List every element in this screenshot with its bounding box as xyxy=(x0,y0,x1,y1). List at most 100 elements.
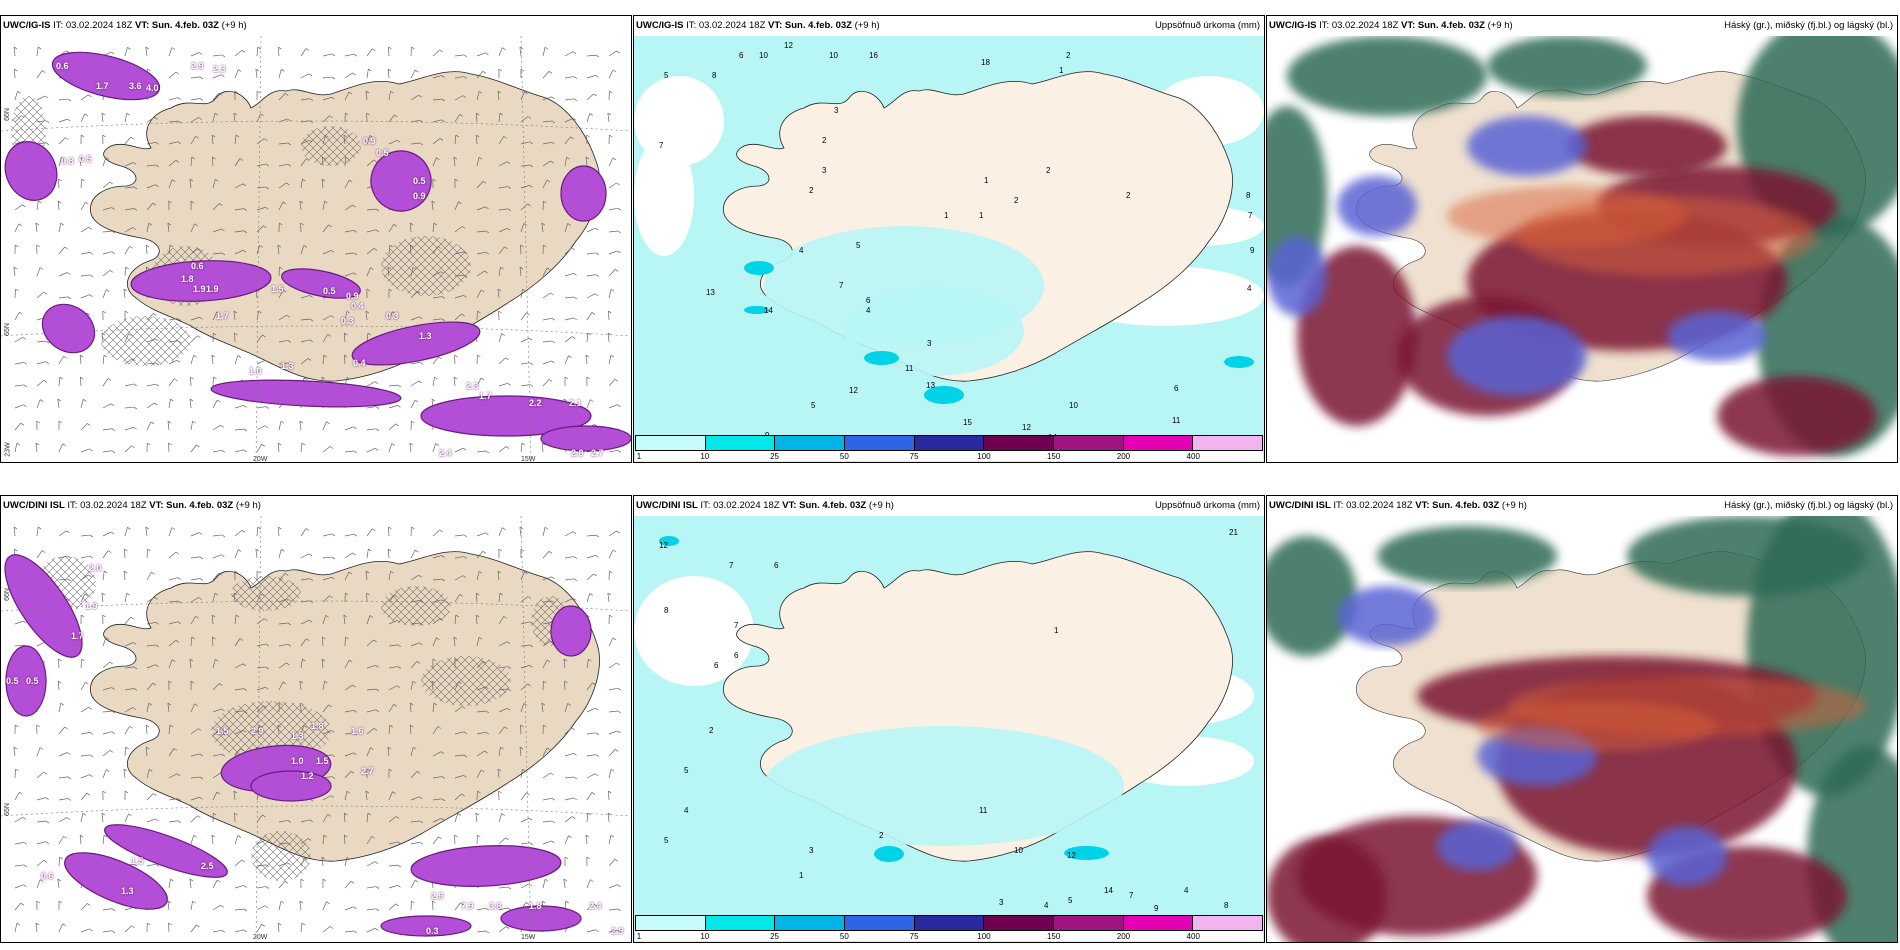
colorbar-swatch xyxy=(775,916,846,930)
value-label: 12 xyxy=(784,41,793,50)
value-label: 2 xyxy=(879,831,884,840)
heavier-precip xyxy=(1064,846,1109,860)
graticule-label: 15W xyxy=(521,456,536,462)
value-label: 1.3 xyxy=(281,361,294,371)
graticule xyxy=(1,36,631,462)
colorbar-tick-label: 10 xyxy=(700,932,710,941)
value-label: 7 xyxy=(659,141,664,150)
value-label: 6 xyxy=(866,296,871,305)
value-label: 1 xyxy=(984,176,989,185)
value-label: 0.5 xyxy=(376,148,389,158)
colorbar-swatch xyxy=(984,436,1055,450)
high-cloud xyxy=(1487,36,1647,96)
heavier-precip xyxy=(1224,356,1254,368)
value-label: 2 xyxy=(1126,191,1131,200)
it-value: 03.02.2024 18Z xyxy=(65,20,133,31)
it-label: IT: xyxy=(1319,20,1330,31)
value-label: 0.4 xyxy=(351,301,364,311)
value-label: 1.5 xyxy=(131,856,144,866)
panel-header: UWC/DINI ISL IT: 03.02.2024 18Z VT: Sun.… xyxy=(1267,496,1897,516)
map-area xyxy=(1267,36,1897,462)
value-label: 1.5 xyxy=(316,756,329,766)
graticule-label: 23W xyxy=(4,442,12,457)
precip-over-land xyxy=(764,726,1124,846)
value-label: 1.3 xyxy=(121,886,134,896)
colorbar-labels: 1 10 25 50 75 100 150 200 400 xyxy=(635,452,1263,461)
lead-time: (+9 h) xyxy=(1501,500,1527,511)
mid-cloud xyxy=(1297,246,1417,426)
value-label: 6 xyxy=(1174,384,1179,393)
precip-area xyxy=(380,915,472,937)
graticule-label: 66N xyxy=(3,108,11,121)
mid-cloud xyxy=(1267,836,1387,942)
field-title: Háský (gr.), miðský (fj.bl.) og lágský (… xyxy=(1724,20,1893,31)
colorbar-tick-label: 150 xyxy=(1046,452,1061,461)
value-label: 18 xyxy=(981,58,990,67)
colorbar-swatch xyxy=(845,436,915,450)
value-label: 0.5 xyxy=(413,176,426,186)
map-area xyxy=(1267,516,1897,942)
lead-time: (+9 h) xyxy=(868,500,894,511)
value-label: 11 xyxy=(905,364,914,373)
value-label: 3 xyxy=(809,846,814,855)
vt-label: VT: xyxy=(1401,20,1416,31)
graticule-label: 20W xyxy=(253,456,268,462)
value-label: 6 xyxy=(734,651,739,660)
colorbar-tick-label: 10 xyxy=(700,452,710,461)
value-label: 5 xyxy=(1068,896,1073,905)
model-name: UWC/DINI ISL xyxy=(3,500,65,511)
value-label: 2.0 xyxy=(89,563,102,573)
value-label: 4 xyxy=(1247,284,1252,293)
no-precip-area xyxy=(634,136,694,256)
value-label: 0.8 xyxy=(61,156,74,166)
value-label: 1.7 xyxy=(96,81,109,91)
value-label: 12 xyxy=(1022,423,1031,432)
value-label: 4 xyxy=(1044,901,1049,910)
value-label: 1.8 xyxy=(311,721,324,731)
vt-value: Sun. 4.feb. 03Z xyxy=(799,500,867,511)
iceland-landmass xyxy=(90,71,600,382)
colorbar-swatch xyxy=(1123,436,1194,450)
value-label: 2 xyxy=(709,726,714,735)
value-label: 0.3 xyxy=(341,316,354,326)
field-title: Háský (gr.), miðský (fj.bl.) og lágský (… xyxy=(1724,500,1893,511)
precip-area xyxy=(351,321,481,366)
precip-area xyxy=(560,165,607,222)
value-label: 3 xyxy=(834,106,839,115)
precip-area xyxy=(370,150,432,212)
vt-label: VT: xyxy=(782,500,797,511)
value-label: 1.3 xyxy=(291,731,304,741)
value-label: 4.0 xyxy=(146,83,159,93)
hatched-area xyxy=(381,236,471,296)
value-label: 13 xyxy=(926,381,935,390)
value-label: 8 xyxy=(712,71,717,80)
graticule xyxy=(1,516,631,942)
colorbar-swatch xyxy=(705,436,776,450)
value-label: 3 xyxy=(822,166,827,175)
panel-header: UWC/DINI ISL IT: 03.02.2024 18Z VT: Sun.… xyxy=(1,496,631,516)
vt-value: Sun. 4.feb. 03Z xyxy=(1432,500,1500,511)
colorbar-swatch xyxy=(1054,436,1124,450)
colorbar-tick-label: 400 xyxy=(1186,452,1200,461)
it-label: IT: xyxy=(686,20,697,31)
heavier-precip xyxy=(744,306,769,314)
value-label: 8 xyxy=(1246,191,1251,200)
graticule-label: 15W xyxy=(521,934,536,941)
map-svg xyxy=(1,36,631,462)
colorbar-swatch xyxy=(914,916,985,930)
hatched-area xyxy=(421,656,511,706)
vt-value: Sun. 4.feb. 03Z xyxy=(151,20,219,31)
low-cloud xyxy=(1667,311,1767,361)
value-label: 1.6 xyxy=(351,726,364,736)
value-label: 1 xyxy=(1059,66,1064,75)
colorbar-swatch xyxy=(845,916,915,930)
value-label: 10 xyxy=(759,51,768,60)
value-label: 7 xyxy=(729,561,734,570)
panel-header: UWC/DINI ISL IT: 03.02.2024 18Z VT: Sun.… xyxy=(634,496,1264,516)
value-label: 21 xyxy=(1229,528,1238,537)
value-label: 8 xyxy=(664,606,669,615)
precip-area xyxy=(104,824,228,878)
value-label: 10 xyxy=(829,51,838,60)
model-name: UWC/IG-IS xyxy=(636,20,684,31)
graticule-label: 66N xyxy=(3,588,11,601)
